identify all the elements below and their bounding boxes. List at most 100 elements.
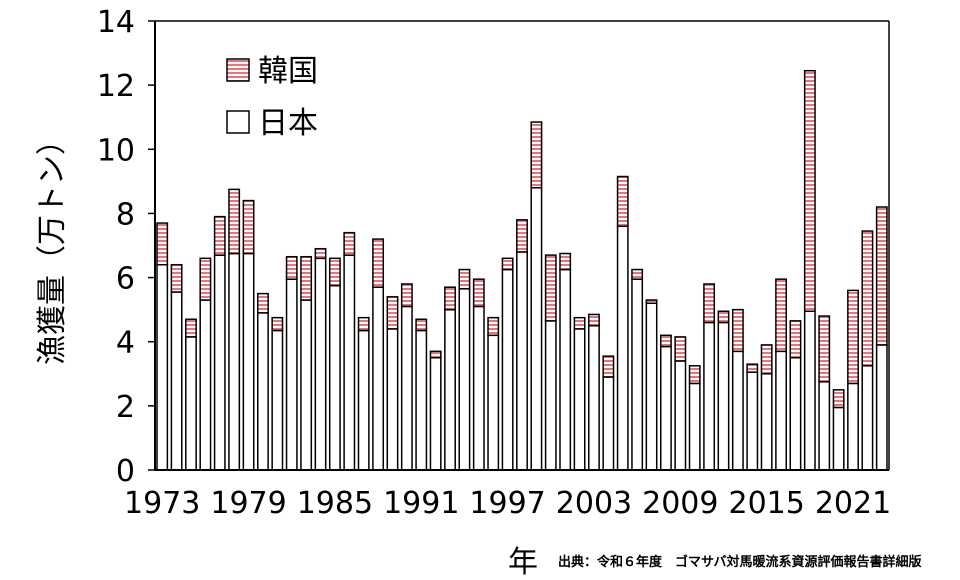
bar-japan-1980 <box>257 312 269 471</box>
x-tick-labels: 1973 1979 1985 1991 1997 2003 2009 2015 2021 <box>124 486 891 521</box>
bar-korea-2001 <box>559 252 572 271</box>
bar-japan-1978 <box>228 252 241 471</box>
source-note: 出典：令和６年度 ゴマサバ対馬暖流系資源評価報告書詳細版 <box>558 554 921 570</box>
bar-korea-1979 <box>242 199 255 255</box>
bar-japan-2016 <box>775 350 787 471</box>
bar-japan-1982 <box>285 278 298 471</box>
x-tick-label: 1979 <box>210 486 286 521</box>
bar-korea-2014 <box>746 363 759 373</box>
bar-korea-1992 <box>429 350 442 359</box>
bar-korea-2011 <box>703 283 716 324</box>
bar-japan-1996 <box>487 334 500 471</box>
bar-korea-1978 <box>228 188 241 255</box>
bar-korea-1983 <box>300 255 313 301</box>
bar-japan-1999 <box>530 187 543 471</box>
y-tick-label: 14 <box>97 5 135 40</box>
bar-japan-2007 <box>645 302 658 471</box>
bar-korea-2009 <box>674 336 687 362</box>
bar-japan-2014 <box>746 371 759 471</box>
legend-label-japan: 日本 <box>258 106 318 141</box>
bar-japan-1992 <box>429 357 442 471</box>
bar-japan-2021 <box>847 382 859 471</box>
y-tick-labels: 0 2 4 6 8 10 12 14 <box>97 5 155 489</box>
bar-korea-2003 <box>588 313 600 327</box>
bars-group <box>156 69 888 471</box>
y-axis-label: 漁獲量（万トン） <box>35 125 70 365</box>
bar-japan-2009 <box>674 360 687 471</box>
bar-korea-1981 <box>271 316 284 332</box>
bar-japan-1987 <box>357 329 370 471</box>
bar-korea-2022 <box>861 230 874 367</box>
bar-korea-1982 <box>285 255 298 280</box>
bar-korea-1996 <box>487 316 500 337</box>
y-tick-label: 0 <box>116 454 135 489</box>
x-tick-label: 1991 <box>383 486 459 521</box>
bar-japan-2001 <box>559 268 572 471</box>
bar-japan-2002 <box>573 328 586 471</box>
bar-japan-1979 <box>242 252 255 471</box>
bar-japan-2015 <box>760 373 773 471</box>
bar-japan-1976 <box>199 299 212 471</box>
bar-korea-2010 <box>688 365 701 385</box>
bar-korea-2007 <box>645 299 658 304</box>
bar-japan-2012 <box>717 321 730 471</box>
bar-korea-1975 <box>185 318 197 338</box>
y-tick-label: 2 <box>116 390 135 425</box>
legend-swatch-japan <box>226 110 250 134</box>
bar-korea-1989 <box>386 296 399 330</box>
bar-korea-2020 <box>832 389 845 409</box>
x-tick-label: 2003 <box>556 486 632 521</box>
bar-japan-1993 <box>444 308 456 471</box>
bar-japan-1973 <box>156 263 169 471</box>
bar-korea-1987 <box>357 316 370 332</box>
legend-swatch-korea <box>226 58 250 82</box>
bar-japan-1997 <box>501 268 514 471</box>
bar-japan-2006 <box>631 278 644 471</box>
bar-korea-2008 <box>659 334 672 348</box>
bar-korea-2005 <box>616 175 629 228</box>
bar-japan-2013 <box>731 350 744 471</box>
y-tick-label: 6 <box>116 262 135 297</box>
y-tick-label: 12 <box>97 69 135 104</box>
bar-korea-1993 <box>444 286 456 311</box>
bar-korea-2023 <box>875 206 888 346</box>
bar-japan-1991 <box>415 329 428 471</box>
bar-korea-1994 <box>458 268 471 290</box>
x-tick-label: 1973 <box>124 486 200 521</box>
bar-japan-1981 <box>271 329 284 471</box>
bar-japan-1988 <box>372 286 385 471</box>
bar-korea-2015 <box>760 344 773 375</box>
axes <box>154 20 890 471</box>
bar-korea-1999 <box>530 121 543 189</box>
bar-korea-2017 <box>789 320 802 359</box>
bar-japan-1994 <box>458 288 471 471</box>
y-tick-label: 4 <box>116 326 135 361</box>
bar-japan-2022 <box>861 365 874 471</box>
bar-japan-1977 <box>213 254 226 471</box>
bar-korea-2021 <box>847 289 859 385</box>
bar-korea-1980 <box>257 292 269 314</box>
bar-korea-1990 <box>400 283 413 308</box>
bar-japan-1989 <box>386 328 399 471</box>
bar-japan-2019 <box>818 381 831 471</box>
bar-japan-2004 <box>602 376 615 471</box>
bar-korea-1973 <box>156 222 169 266</box>
bar-japan-1990 <box>400 305 413 471</box>
x-tick-label: 2015 <box>728 486 804 521</box>
y-tick-label: 8 <box>116 197 135 232</box>
x-axis-label: 年 <box>508 545 538 580</box>
bar-korea-1991 <box>415 318 428 332</box>
bar-korea-2018 <box>803 69 816 312</box>
bar-japan-1984 <box>314 257 327 471</box>
bar-japan-2017 <box>789 357 802 471</box>
bar-korea-1976 <box>199 257 212 301</box>
bar-korea-2016 <box>775 278 787 353</box>
bar-japan-1975 <box>185 336 197 471</box>
bar-japan-1983 <box>300 299 313 471</box>
bar-korea-2002 <box>573 316 586 330</box>
bar-japan-1998 <box>516 251 528 471</box>
legend-label-korea: 韓国 <box>258 54 318 89</box>
bar-japan-2018 <box>803 310 816 471</box>
bar-korea-1995 <box>472 278 485 308</box>
